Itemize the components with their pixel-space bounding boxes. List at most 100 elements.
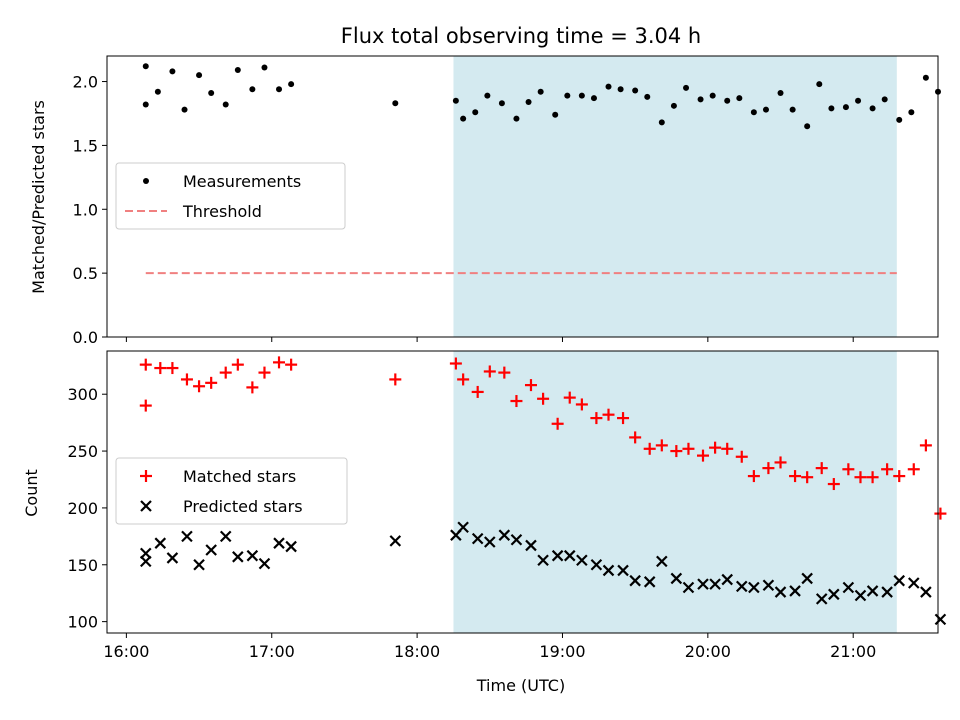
matched-star-point xyxy=(231,358,244,371)
measurement-point xyxy=(697,96,704,103)
measurement-point xyxy=(632,87,639,94)
measurement-point xyxy=(392,100,399,107)
measurement-point xyxy=(513,115,520,122)
measurement-point xyxy=(222,101,229,108)
predicted-star-point xyxy=(525,539,537,552)
matched-star-point xyxy=(670,445,683,458)
x-axis-label: Time (UTC) xyxy=(476,676,565,695)
predicted-star-point xyxy=(920,586,932,598)
measurement-point xyxy=(828,105,835,112)
top-y-ticks: 0.0 0.5 1.0 1.5 2.0 xyxy=(73,73,107,347)
measurement-point xyxy=(288,81,295,88)
predicted-star-point xyxy=(471,532,484,545)
matched-star-point xyxy=(655,439,668,452)
matched-star-point xyxy=(483,365,496,378)
matched-star-point xyxy=(735,450,748,463)
predicted-star-point xyxy=(866,585,879,597)
measurement-point xyxy=(750,109,757,116)
x-tick-label: 19:00 xyxy=(539,642,585,661)
matched-star-point xyxy=(696,449,709,462)
top-y-tick-label: 1.0 xyxy=(73,200,98,219)
measurement-point xyxy=(564,92,571,99)
predicted-star-point xyxy=(563,549,576,562)
matched-star-point xyxy=(389,373,402,386)
bottom-y-tick-label: 100 xyxy=(67,613,98,632)
predicted-star-point xyxy=(774,586,787,598)
bottom-y-ticks: 100 150 200 250 300 xyxy=(67,385,107,632)
predicted-star-point xyxy=(907,577,920,589)
matched-star-point xyxy=(762,462,775,475)
measurement-point xyxy=(261,64,268,71)
predicted-star-point xyxy=(881,586,893,598)
predicted-star-point xyxy=(801,572,813,585)
predicted-star-point xyxy=(246,549,259,562)
top-frame xyxy=(106,55,939,338)
top-y-tick-label: 2.0 xyxy=(73,73,98,92)
matched-star-point xyxy=(575,398,588,411)
predicted-star-point xyxy=(154,537,167,549)
predicted-star-point xyxy=(934,613,947,626)
bottom-legend-box xyxy=(115,457,348,525)
predicted-star-point xyxy=(285,540,297,553)
measurement-point xyxy=(484,92,491,99)
matched-star-point xyxy=(449,357,462,370)
matched-star-point xyxy=(193,380,206,393)
top-y-tick-label: 1.5 xyxy=(73,136,98,155)
predicted-star-point xyxy=(709,578,721,590)
measurement-point xyxy=(154,88,161,95)
bottom-y-tick-label: 250 xyxy=(67,442,98,461)
predicted-star-point xyxy=(670,572,683,585)
measurement-point xyxy=(724,97,731,104)
matched-star-point xyxy=(246,381,259,394)
predicted-star-point xyxy=(789,585,801,597)
matched-star-point xyxy=(827,478,840,491)
matched-star-point xyxy=(139,399,152,412)
bottom-y-tick-label: 150 xyxy=(67,556,98,575)
bottom-x-ticks: 16:00 17:00 18:00 19:00 20:00 21:00 xyxy=(103,633,876,661)
measurement-point xyxy=(896,116,903,123)
measurement-point xyxy=(644,93,651,100)
measurement-point xyxy=(816,81,823,88)
predicted-star-point xyxy=(721,573,733,586)
predicted-star-points xyxy=(139,521,947,626)
matched-star-point xyxy=(457,373,470,386)
matched-star-point xyxy=(273,356,286,369)
matched-star-point xyxy=(617,412,630,425)
measurement-point xyxy=(196,72,203,79)
matched-star-point xyxy=(537,392,550,405)
matched-star-point xyxy=(205,376,218,389)
matched-star-point xyxy=(801,471,814,484)
measurement-point xyxy=(525,98,532,105)
predicted-star-point xyxy=(682,581,695,594)
matched-star-points xyxy=(139,356,947,520)
measurement-point xyxy=(777,90,784,97)
matched-star-point xyxy=(815,462,828,475)
matched-star-point xyxy=(934,507,947,520)
bottom-y-axis-label: Count xyxy=(22,469,41,517)
bottom-y-tick-label: 200 xyxy=(67,499,98,518)
top-y-axis-label: Matched/Predicted stars xyxy=(29,100,48,294)
predicted-star-point xyxy=(842,581,855,594)
measurement-point xyxy=(736,95,743,102)
predicted-star-point xyxy=(181,530,193,543)
predicted-star-point xyxy=(551,549,564,562)
measurement-point xyxy=(142,101,149,108)
legend-matched-marker xyxy=(140,470,152,482)
matched-star-point xyxy=(629,431,642,444)
predicted-star-point xyxy=(166,552,179,564)
measurement-point xyxy=(789,106,796,113)
matched-star-point xyxy=(258,366,271,379)
predicted-star-point xyxy=(258,557,271,570)
matched-star-point xyxy=(180,373,193,386)
predicted-star-point xyxy=(748,581,760,594)
measurement-point xyxy=(276,86,283,93)
matched-star-point xyxy=(166,362,179,375)
top-shaded-interval xyxy=(453,56,897,337)
matched-star-point xyxy=(842,463,855,476)
matched-star-point xyxy=(682,442,695,455)
matched-star-point xyxy=(721,442,734,455)
matched-star-point xyxy=(747,470,760,483)
predicted-star-point xyxy=(629,574,641,587)
predicted-star-point xyxy=(232,551,244,563)
predicted-star-point xyxy=(815,593,828,605)
